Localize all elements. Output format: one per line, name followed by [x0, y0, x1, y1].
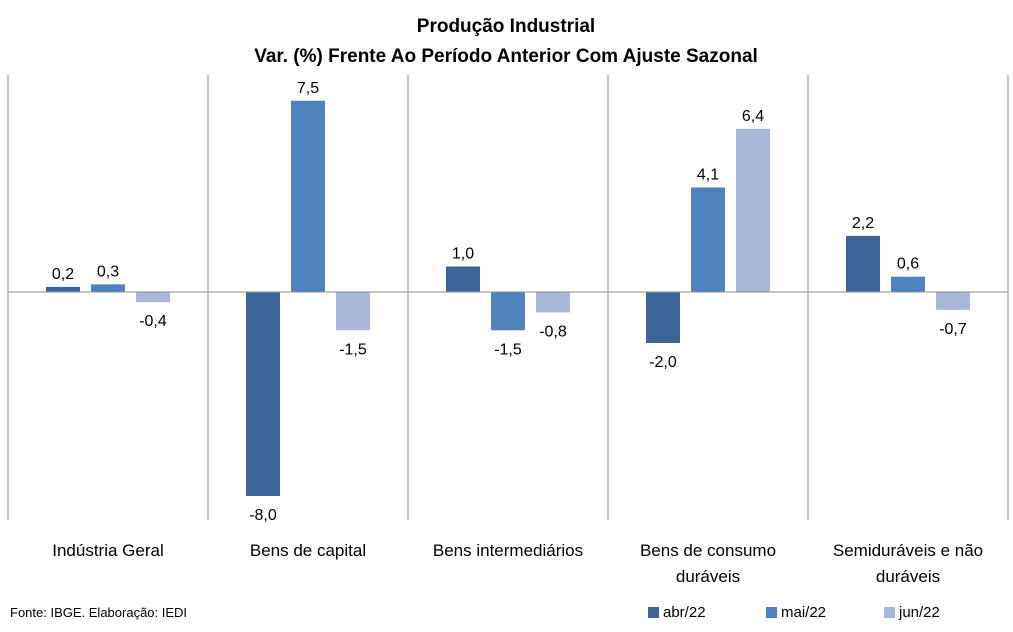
data-label: 1,0 — [452, 246, 474, 263]
chart-title-line-1: Produção Industrial — [417, 16, 595, 37]
bar — [891, 276, 925, 292]
legend-swatch — [766, 607, 777, 618]
bar — [291, 100, 325, 292]
data-label: 4,1 — [697, 166, 719, 183]
bar — [646, 292, 680, 343]
category-tick-label: duráveis — [676, 567, 740, 586]
data-label: 0,6 — [897, 256, 919, 273]
data-label: -1,5 — [339, 341, 367, 358]
legend-label: jun/22 — [899, 604, 940, 621]
bar — [936, 292, 970, 310]
data-label: 0,3 — [97, 263, 119, 280]
category-tick-label: duráveis — [876, 567, 940, 586]
category-separators — [7, 75, 1009, 520]
bar — [136, 292, 170, 303]
legend-label: mai/22 — [781, 604, 827, 621]
data-label: -8,0 — [249, 507, 277, 524]
bar — [246, 292, 280, 496]
bar — [736, 128, 770, 292]
bars-group — [46, 100, 970, 496]
bar — [336, 292, 370, 331]
data-label: -2,0 — [649, 354, 677, 371]
legend-item-abr22: abr/22 — [648, 604, 766, 621]
category-tick-label: Bens intermediários — [433, 541, 583, 560]
bar — [46, 286, 80, 292]
category-labels-group: Indústria Geral Bens de capital Bens inter… — [52, 541, 983, 586]
legend-item-mai22: mai/22 — [766, 604, 884, 621]
bar — [91, 284, 125, 292]
data-label: -1,5 — [494, 341, 522, 358]
chart-title-line-2: Var. (%) Frente Ao Período Anterior Com … — [254, 46, 758, 67]
data-label: -0,7 — [939, 321, 967, 338]
legend-label: abr/22 — [663, 604, 706, 621]
legend-item-jun22: jun/22 — [884, 604, 1002, 621]
category-tick-label: Semiduráveis e não — [833, 541, 983, 560]
legend-swatch — [648, 607, 659, 618]
data-label: 6,4 — [742, 108, 764, 125]
category-tick-label: Indústria Geral — [52, 541, 164, 560]
bar — [536, 292, 570, 313]
legend-swatch — [884, 607, 895, 618]
legend: abr/22 mai/22 jun/22 — [648, 604, 1002, 621]
value-labels-group: 0,2 -8,0 1,0 -2,0 2,2 0,3 7,5 -1,5 4,1 0,6 -0,4 -1,… — [52, 80, 967, 524]
bar — [846, 235, 880, 292]
source-note: Fonte: IBGE. Elaboração: IEDI — [10, 605, 188, 620]
bar — [491, 292, 525, 331]
category-tick-label: Bens de capital — [250, 541, 366, 560]
data-label: 7,5 — [297, 80, 319, 97]
data-label: 0,2 — [52, 266, 74, 283]
data-label: 2,2 — [852, 215, 874, 232]
data-label: -0,4 — [139, 313, 167, 330]
bar — [446, 266, 480, 292]
category-tick-label: Bens de consumo — [640, 541, 776, 560]
bar — [691, 187, 725, 292]
data-label: -0,8 — [539, 323, 567, 340]
